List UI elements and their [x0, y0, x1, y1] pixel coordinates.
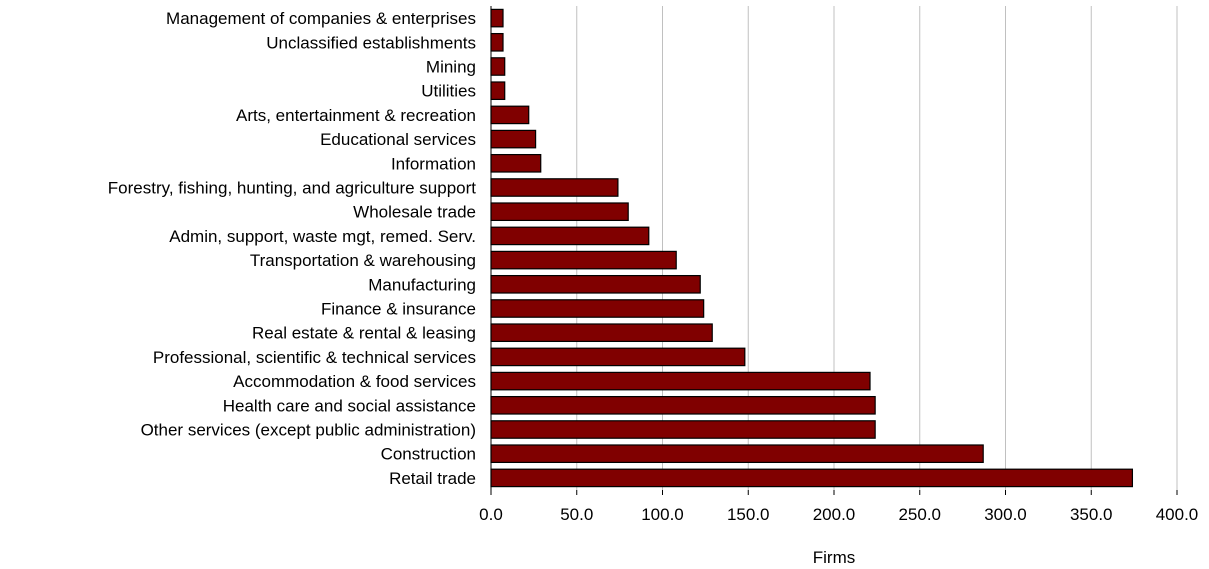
category-labels: Management of companies & enterprises Unc… [108, 9, 476, 488]
category-label: Accommodation & food services [233, 372, 476, 391]
bar [490, 347, 746, 367]
bar [490, 105, 530, 125]
x-tick-label: 400.0 [1156, 505, 1199, 524]
x-tick-label: 250.0 [898, 505, 941, 524]
x-tick-label: 300.0 [984, 505, 1027, 524]
bar [490, 371, 871, 391]
category-label: Other services (except public administra… [141, 421, 476, 440]
bar [490, 32, 504, 52]
bar [490, 153, 542, 173]
x-tick-label: 350.0 [1070, 505, 1113, 524]
category-label: Professional, scientific & technical ser… [153, 348, 476, 367]
x-tick-label: 50.0 [560, 505, 593, 524]
bar [490, 420, 876, 439]
x-tick-label: 200.0 [813, 505, 856, 524]
x-tick-labels: 0.0 50.0 100.0 150.0 200.0 250.0 300.0 350.0 400… [479, 490, 1198, 524]
category-label: Utilities [421, 82, 476, 101]
bar [490, 323, 713, 343]
category-label: Manufacturing [368, 275, 476, 294]
category-label: Real estate & rental & leasing [252, 324, 476, 343]
bar [490, 129, 537, 149]
x-tick-label: 150.0 [727, 505, 770, 524]
bar [490, 468, 1134, 488]
x-tick-label: 100.0 [641, 505, 684, 524]
category-label: Unclassified establishments [266, 33, 476, 52]
bar [490, 8, 504, 28]
bar [490, 226, 650, 246]
category-label: Educational services [320, 130, 476, 149]
category-label: Wholesale trade [353, 203, 476, 222]
category-label: Construction [381, 445, 476, 464]
category-label: Arts, entertainment & recreation [236, 106, 476, 125]
bar [490, 202, 629, 222]
bar [490, 81, 506, 101]
bar [490, 274, 701, 294]
category-label: Mining [426, 58, 476, 77]
bar [490, 395, 876, 415]
bar [490, 178, 619, 197]
bars [490, 8, 1134, 488]
category-label: Retail trade [389, 469, 476, 488]
x-tick-label: 0.0 [479, 505, 503, 524]
category-label: Admin, support, waste mgt, remed. Serv. [169, 227, 476, 246]
x-axis-title: Firms [813, 548, 855, 567]
category-label: Transportation & warehousing [250, 251, 476, 270]
bar [490, 250, 677, 270]
category-label: Forestry, fishing, hunting, and agricult… [108, 179, 476, 198]
bar [490, 57, 506, 76]
category-label: Finance & insurance [321, 300, 476, 319]
gridlines [576, 6, 1178, 490]
bar [490, 299, 705, 318]
category-label: Information [391, 154, 476, 173]
category-label: Health care and social assistance [223, 396, 476, 415]
bar [490, 444, 984, 464]
category-label: Management of companies & enterprises [166, 9, 476, 28]
